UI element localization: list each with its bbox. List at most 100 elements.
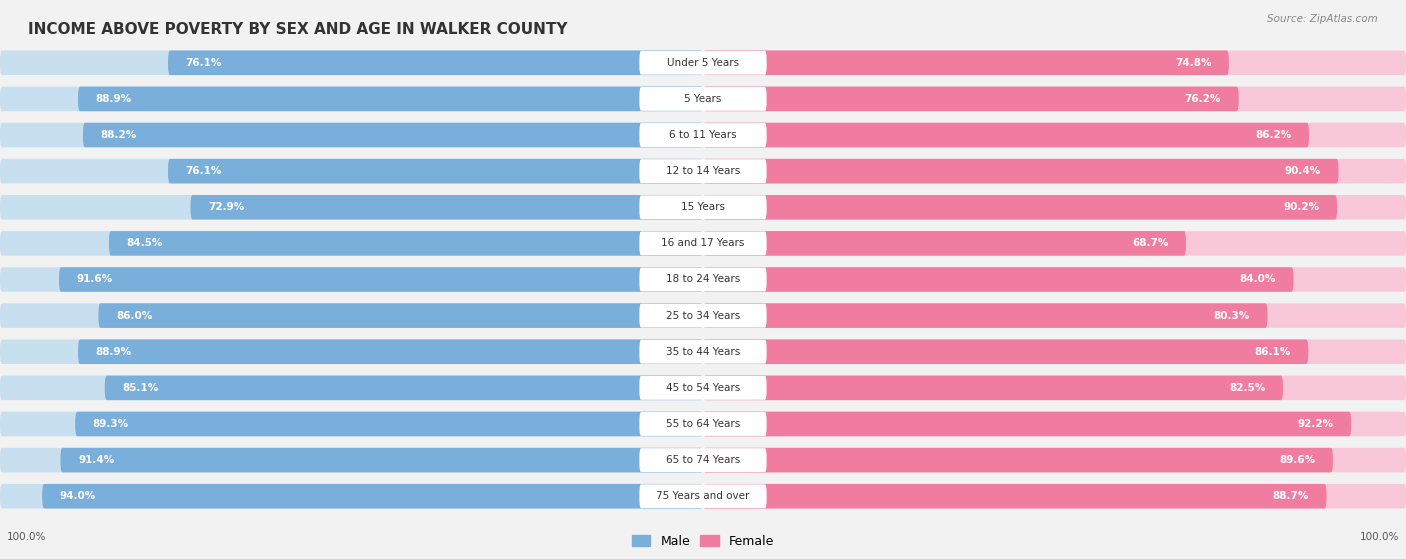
FancyBboxPatch shape bbox=[640, 484, 766, 508]
FancyBboxPatch shape bbox=[0, 339, 703, 364]
FancyBboxPatch shape bbox=[640, 87, 766, 111]
Text: 6 to 11 Years: 6 to 11 Years bbox=[669, 130, 737, 140]
FancyBboxPatch shape bbox=[703, 267, 1294, 292]
FancyBboxPatch shape bbox=[0, 267, 703, 292]
FancyBboxPatch shape bbox=[76, 411, 703, 436]
FancyBboxPatch shape bbox=[703, 231, 1406, 255]
Legend: Male, Female: Male, Female bbox=[627, 530, 779, 553]
FancyBboxPatch shape bbox=[703, 87, 1239, 111]
FancyBboxPatch shape bbox=[640, 195, 766, 219]
Text: 88.2%: 88.2% bbox=[101, 130, 136, 140]
Text: 65 to 74 Years: 65 to 74 Years bbox=[666, 455, 740, 465]
Text: 16 and 17 Years: 16 and 17 Years bbox=[661, 238, 745, 248]
FancyBboxPatch shape bbox=[640, 304, 766, 328]
Text: 74.8%: 74.8% bbox=[1175, 58, 1212, 68]
Text: 85.1%: 85.1% bbox=[122, 383, 159, 393]
FancyBboxPatch shape bbox=[59, 267, 703, 292]
Text: 94.0%: 94.0% bbox=[59, 491, 96, 501]
FancyBboxPatch shape bbox=[83, 123, 703, 148]
Text: 55 to 64 Years: 55 to 64 Years bbox=[666, 419, 740, 429]
Text: Under 5 Years: Under 5 Years bbox=[666, 58, 740, 68]
FancyBboxPatch shape bbox=[703, 411, 1351, 436]
FancyBboxPatch shape bbox=[703, 339, 1406, 364]
Text: 100.0%: 100.0% bbox=[1360, 532, 1399, 542]
Text: 45 to 54 Years: 45 to 54 Years bbox=[666, 383, 740, 393]
Text: 12 to 14 Years: 12 to 14 Years bbox=[666, 166, 740, 176]
FancyBboxPatch shape bbox=[77, 87, 703, 111]
Text: 88.7%: 88.7% bbox=[1272, 491, 1309, 501]
FancyBboxPatch shape bbox=[0, 87, 703, 111]
Text: 76.1%: 76.1% bbox=[186, 58, 222, 68]
FancyBboxPatch shape bbox=[640, 268, 766, 291]
FancyBboxPatch shape bbox=[703, 339, 1308, 364]
FancyBboxPatch shape bbox=[703, 484, 1406, 509]
FancyBboxPatch shape bbox=[0, 231, 703, 255]
FancyBboxPatch shape bbox=[42, 484, 703, 509]
FancyBboxPatch shape bbox=[60, 448, 703, 472]
Text: 18 to 24 Years: 18 to 24 Years bbox=[666, 274, 740, 285]
FancyBboxPatch shape bbox=[190, 195, 703, 220]
Text: INCOME ABOVE POVERTY BY SEX AND AGE IN WALKER COUNTY: INCOME ABOVE POVERTY BY SEX AND AGE IN W… bbox=[28, 22, 568, 37]
Text: 86.0%: 86.0% bbox=[115, 311, 152, 321]
FancyBboxPatch shape bbox=[0, 448, 703, 472]
Text: 86.1%: 86.1% bbox=[1254, 347, 1291, 357]
FancyBboxPatch shape bbox=[640, 340, 766, 364]
Text: 89.3%: 89.3% bbox=[93, 419, 129, 429]
FancyBboxPatch shape bbox=[0, 376, 703, 400]
FancyBboxPatch shape bbox=[703, 159, 1339, 183]
FancyBboxPatch shape bbox=[703, 376, 1406, 400]
Text: 72.9%: 72.9% bbox=[208, 202, 245, 212]
FancyBboxPatch shape bbox=[640, 231, 766, 255]
FancyBboxPatch shape bbox=[169, 159, 703, 183]
Text: 5 Years: 5 Years bbox=[685, 94, 721, 104]
Text: 91.4%: 91.4% bbox=[77, 455, 114, 465]
FancyBboxPatch shape bbox=[703, 376, 1284, 400]
FancyBboxPatch shape bbox=[703, 448, 1333, 472]
Text: Source: ZipAtlas.com: Source: ZipAtlas.com bbox=[1267, 14, 1378, 24]
FancyBboxPatch shape bbox=[703, 484, 1327, 509]
Text: 35 to 44 Years: 35 to 44 Years bbox=[666, 347, 740, 357]
Text: 80.3%: 80.3% bbox=[1213, 311, 1250, 321]
FancyBboxPatch shape bbox=[703, 304, 1406, 328]
FancyBboxPatch shape bbox=[640, 448, 766, 472]
FancyBboxPatch shape bbox=[703, 267, 1406, 292]
FancyBboxPatch shape bbox=[0, 304, 703, 328]
Text: 75 Years and over: 75 Years and over bbox=[657, 491, 749, 501]
Text: 76.2%: 76.2% bbox=[1185, 94, 1220, 104]
FancyBboxPatch shape bbox=[169, 50, 703, 75]
Text: 92.2%: 92.2% bbox=[1298, 419, 1333, 429]
FancyBboxPatch shape bbox=[703, 50, 1229, 75]
Text: 84.0%: 84.0% bbox=[1240, 274, 1277, 285]
Text: 91.6%: 91.6% bbox=[77, 274, 112, 285]
FancyBboxPatch shape bbox=[703, 50, 1406, 75]
FancyBboxPatch shape bbox=[77, 339, 703, 364]
Text: 86.2%: 86.2% bbox=[1256, 130, 1292, 140]
Text: 15 Years: 15 Years bbox=[681, 202, 725, 212]
Text: 90.4%: 90.4% bbox=[1285, 166, 1322, 176]
FancyBboxPatch shape bbox=[0, 484, 703, 509]
Text: 89.6%: 89.6% bbox=[1279, 455, 1316, 465]
FancyBboxPatch shape bbox=[703, 411, 1406, 436]
FancyBboxPatch shape bbox=[640, 412, 766, 436]
FancyBboxPatch shape bbox=[703, 304, 1268, 328]
FancyBboxPatch shape bbox=[640, 123, 766, 147]
FancyBboxPatch shape bbox=[0, 123, 703, 148]
FancyBboxPatch shape bbox=[703, 195, 1337, 220]
Text: 100.0%: 100.0% bbox=[7, 532, 46, 542]
Text: 88.9%: 88.9% bbox=[96, 347, 132, 357]
FancyBboxPatch shape bbox=[0, 159, 703, 183]
FancyBboxPatch shape bbox=[640, 376, 766, 400]
FancyBboxPatch shape bbox=[703, 195, 1406, 220]
Text: 76.1%: 76.1% bbox=[186, 166, 222, 176]
Text: 90.2%: 90.2% bbox=[1284, 202, 1319, 212]
FancyBboxPatch shape bbox=[0, 195, 703, 220]
FancyBboxPatch shape bbox=[0, 50, 703, 75]
FancyBboxPatch shape bbox=[703, 87, 1406, 111]
FancyBboxPatch shape bbox=[703, 231, 1187, 255]
FancyBboxPatch shape bbox=[703, 123, 1406, 148]
Text: 84.5%: 84.5% bbox=[127, 238, 163, 248]
Text: 25 to 34 Years: 25 to 34 Years bbox=[666, 311, 740, 321]
FancyBboxPatch shape bbox=[640, 159, 766, 183]
FancyBboxPatch shape bbox=[703, 123, 1309, 148]
FancyBboxPatch shape bbox=[703, 448, 1406, 472]
